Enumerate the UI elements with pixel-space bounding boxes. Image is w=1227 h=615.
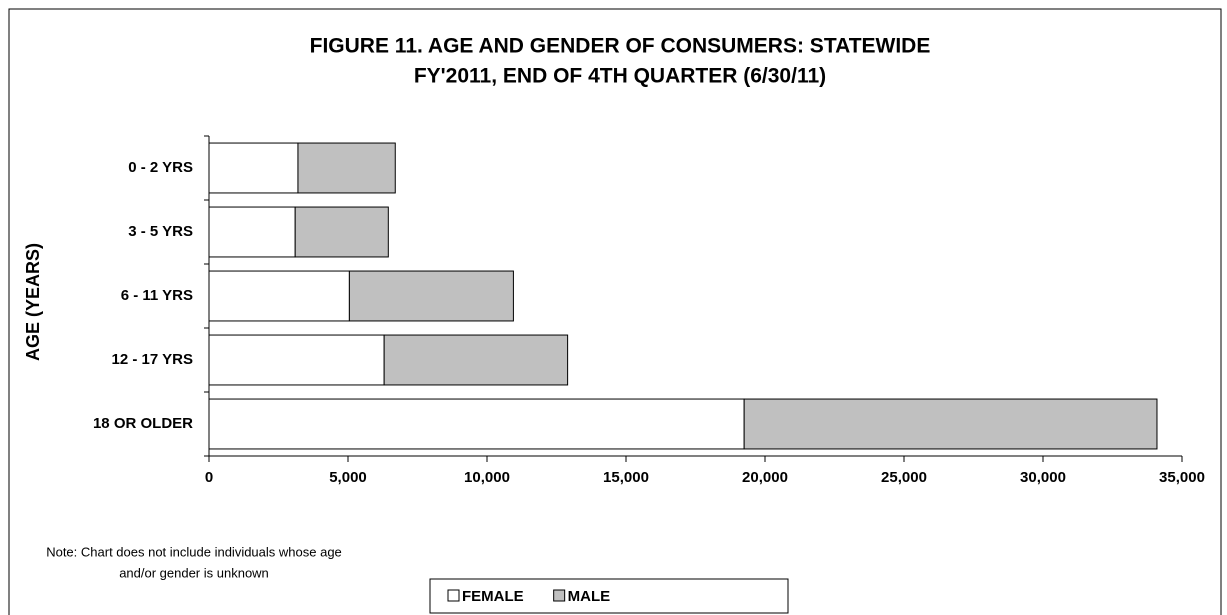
y-tick-label: 3 - 5 YRS: [128, 223, 193, 240]
x-tick-label: 30,000: [1020, 469, 1066, 486]
x-tick-label: 0: [205, 469, 213, 486]
frame: [8, 8, 1222, 615]
bar: [297, 142, 396, 194]
y-tick-label: 12 - 17 YRS: [112, 351, 193, 368]
y-tick-label: 0 - 2 YRS: [128, 159, 193, 176]
bar: [294, 206, 389, 258]
x-tick-label: 5,000: [329, 469, 367, 486]
x-tick-label: 10,000: [464, 469, 510, 486]
y-axis-label: AGE (YEARS): [23, 243, 43, 361]
x-tick-label: 25,000: [881, 469, 927, 486]
chart-title: FIGURE 11. AGE AND GENDER OF CONSUMERS: …: [310, 35, 931, 58]
chart-subtitle: FY'2011, END OF 4TH QUARTER (6/30/11): [414, 65, 826, 88]
legend-label: FEMALE: [462, 588, 524, 605]
y-tick-label: 18 OR OLDER: [93, 415, 193, 432]
bar: [208, 142, 299, 194]
bar: [348, 270, 514, 322]
bar: [743, 398, 1158, 450]
note: Note: Chart does not include individuals…: [46, 544, 342, 559]
bar: [208, 270, 350, 322]
bar: [208, 334, 385, 386]
x-tick-label: 20,000: [742, 469, 788, 486]
y-tick-label: 6 - 11 YRS: [121, 287, 193, 304]
bar: [383, 334, 569, 386]
legend-swatch: [553, 589, 566, 602]
bar: [208, 206, 296, 258]
legend-swatch: [447, 589, 460, 602]
x-tick-label: 35,000: [1159, 469, 1205, 486]
x-tick-label: 15,000: [603, 469, 649, 486]
legend-box: [429, 578, 789, 614]
note: and/or gender is unknown: [119, 565, 269, 580]
bar: [208, 398, 745, 450]
legend-label: MALE: [568, 588, 611, 605]
